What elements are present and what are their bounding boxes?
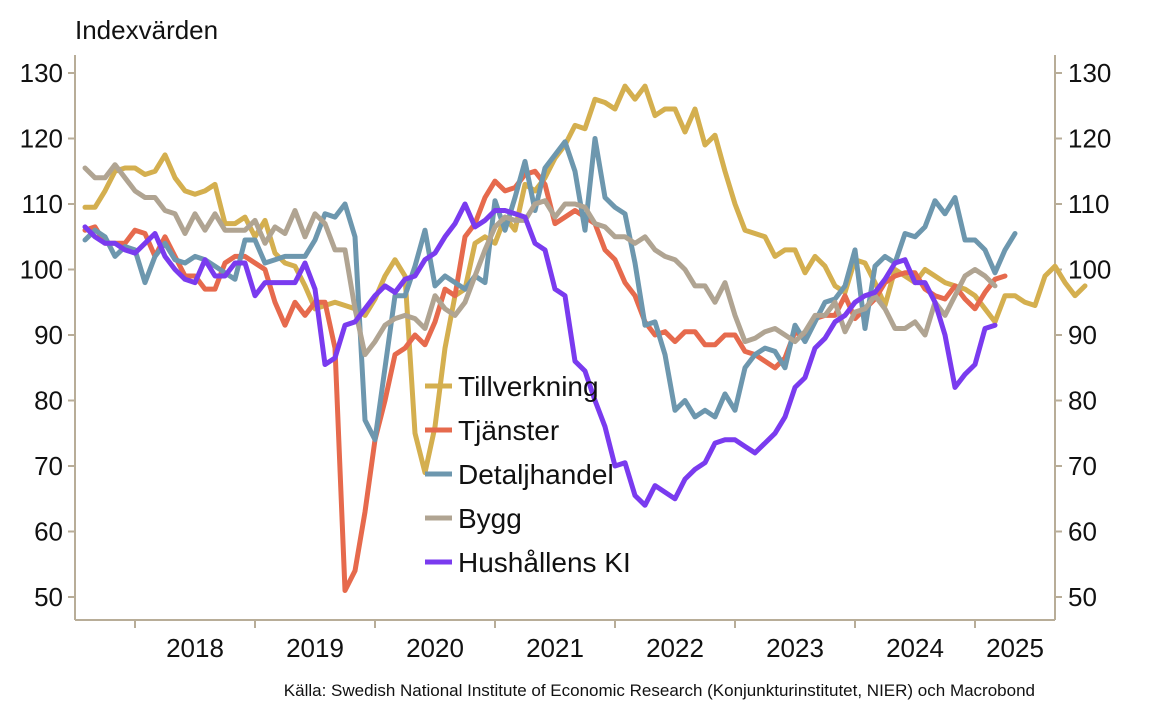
y-tick-label-left: 110: [22, 189, 63, 219]
x-tick-label-year: 2021: [526, 633, 584, 663]
y-tick-label-left: 130: [20, 58, 63, 88]
x-tick-label-year: 2019: [286, 633, 344, 663]
y-tick-label-right: 80: [1068, 386, 1097, 416]
y-tick-label-right: 110: [1068, 189, 1109, 219]
y-axis-label: Indexvärden: [75, 15, 218, 45]
x-tick-label-year: 2018: [166, 633, 224, 663]
y-tick-label-right: 130: [1068, 58, 1111, 88]
legend-label-3: Bygg: [458, 503, 522, 534]
y-tick-label-left: 100: [20, 255, 63, 285]
x-tick-label-year: 2022: [646, 633, 704, 663]
y-axis-ticks: 50 50 60 60 70 70 80 80 90 90 100 100 110 110 120 120 13…: [20, 58, 1112, 612]
y-tick-label-left: 120: [20, 124, 63, 154]
legend-label-2: Detaljhandel: [458, 459, 614, 490]
source-note: Källa: Swedish National Institute of Eco…: [284, 681, 1035, 700]
y-tick-label-left: 50: [34, 582, 63, 612]
legend-label-4: Hushållens KI: [458, 547, 631, 578]
x-axis-ticks: 2018 2019 2020 2021 2022 2023 2024 2025: [134, 620, 1044, 663]
y-tick-label-right: 100: [1068, 255, 1111, 285]
y-tick-label-left: 80: [34, 386, 63, 416]
legend-label-1: Tjänster: [458, 415, 559, 446]
series-line-4: [82, 201, 998, 508]
legend: Tillverkning Tjänster Detaljhandel Bygg Hush…: [425, 371, 631, 578]
y-tick-label-right: 60: [1068, 517, 1097, 547]
series-lines: [82, 83, 1088, 593]
x-tick-label-year: 2020: [406, 633, 464, 663]
x-tick-label-year: 2023: [766, 633, 824, 663]
legend-label-0: Tillverkning: [458, 371, 599, 402]
y-tick-label-right: 90: [1068, 320, 1097, 350]
y-tick-label-left: 70: [34, 451, 63, 481]
y-tick-label-right: 50: [1068, 582, 1097, 612]
y-tick-label-right: 70: [1068, 451, 1097, 481]
x-tick-label-year: 2025: [986, 633, 1044, 663]
y-tick-label-left: 60: [34, 517, 63, 547]
series-line-3: [82, 162, 998, 358]
y-tick-label-right: 120: [1068, 124, 1111, 154]
series-line-2: [82, 136, 1018, 443]
x-tick-label-year: 2024: [886, 633, 944, 663]
y-tick-label-left: 90: [34, 320, 63, 350]
